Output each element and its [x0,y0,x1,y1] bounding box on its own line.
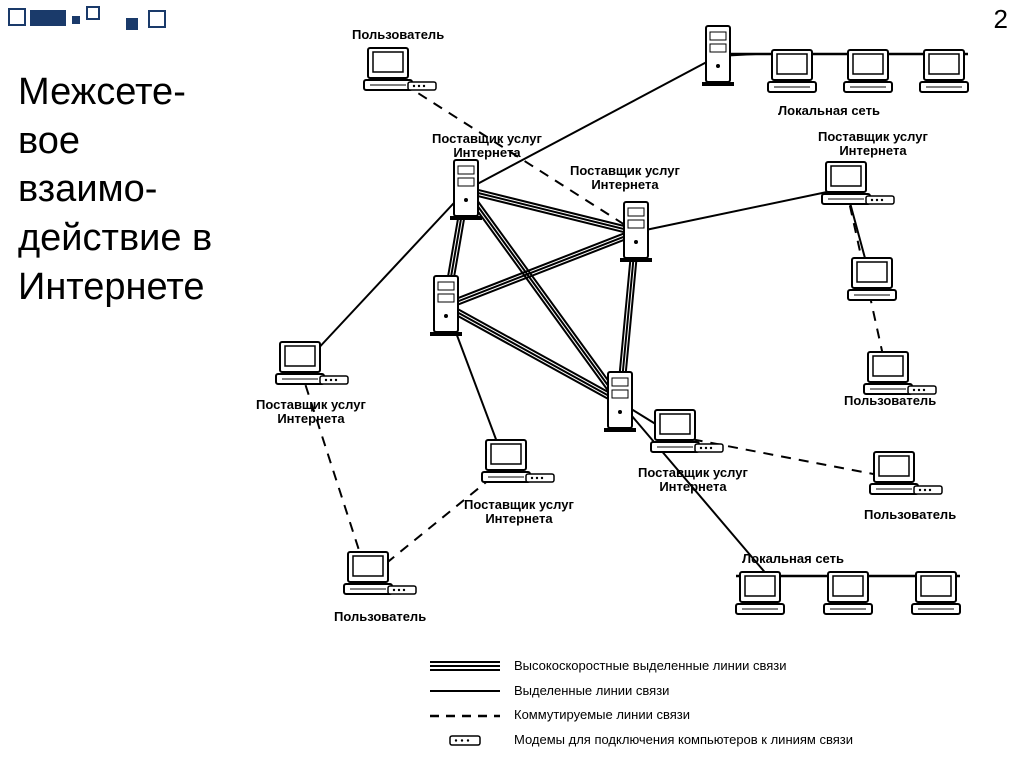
modem-icon [388,586,416,594]
computer-icon [651,410,723,452]
computer-icon [912,572,960,614]
server-icon [450,160,482,220]
computer-icon [824,572,872,614]
node-label: Поставщик услуг Интернета [256,398,366,425]
legend-swatch-highspeed-icon [430,660,500,672]
computer-icon [920,50,968,92]
computer-icon [736,572,784,614]
node-label: Пользователь [844,394,936,408]
legend-label: Модемы для подключения компьютеров к лин… [514,730,853,751]
legend-label: Коммутируемые линии связи [514,705,690,726]
computer-icon [344,552,416,594]
legend-swatch-dialup-icon [430,713,500,719]
node-label: Поставщик услуг Интернета [570,164,680,191]
computer-icon [482,440,554,482]
node-label: Поставщик услуг Интернета [818,130,928,157]
node-label: Пользователь [352,28,444,42]
computer-icon [848,258,896,300]
server-icon [430,276,462,336]
modem-icon [695,444,723,452]
legend-item-dialup: Коммутируемые линии связи [430,705,853,726]
legend: Высокоскоростные выделенные линии связи … [430,656,853,755]
legend-label: Высокоскоростные выделенные линии связи [514,656,786,677]
server-icon [702,26,734,86]
legend-item-dedicated: Выделенные линии связи [430,681,853,702]
legend-item-modem: Модемы для подключения компьютеров к лин… [430,730,853,751]
modem-icon [320,376,348,384]
computer-icon [864,352,936,394]
modem-icon [408,82,436,90]
legend-swatch-dedicated-icon [430,688,500,694]
modem-icon [914,486,942,494]
node-label: Поставщик услуг Интернета [432,132,542,159]
legend-item-highspeed: Высокоскоростные выделенные линии связи [430,656,853,677]
legend-swatch-modem-icon [430,734,500,748]
computer-icon [822,162,894,204]
computer-icon [364,48,436,90]
node-label: Локальная сеть [778,104,880,118]
node-label: Пользователь [334,610,426,624]
computer-icon [768,50,816,92]
node-label: Поставщик услуг Интернета [638,466,748,493]
node-label: Поставщик услуг Интернета [464,498,574,525]
computer-icon [276,342,348,384]
node-label: Локальная сеть [742,552,844,566]
server-icon [604,372,636,432]
node-label: Пользователь [864,508,956,522]
server-icon [620,202,652,262]
computer-icon [844,50,892,92]
modem-icon [526,474,554,482]
legend-label: Выделенные линии связи [514,681,669,702]
modem-icon [866,196,894,204]
computer-icon [870,452,942,494]
